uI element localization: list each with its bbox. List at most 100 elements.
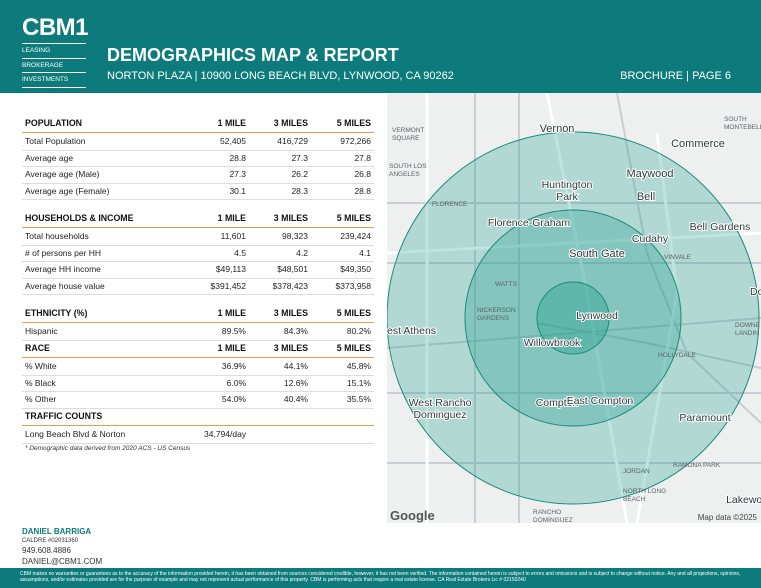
tagline-line: INVESTMENTS [22,73,86,88]
map-label: VINVALE [664,254,692,261]
row-value: 28.3 [291,185,308,196]
map-label: DOWNE [735,322,761,329]
row-rule [22,277,374,279]
map-label: Lakewood [726,494,761,506]
map-label: RANCHO [533,509,561,516]
row-value: $48,501 [277,264,308,275]
title: DEMOGRAPHICS MAP & REPORT [107,45,399,65]
header-rule [22,227,374,228]
row-value: 28.8 [229,152,246,163]
map-label: Compton [536,397,579,409]
row-value: 84.3% [283,326,308,336]
map-label: Lynwood [576,310,618,322]
row-label: % White [25,361,57,371]
agent-license: CALDRE #02031360 [22,538,79,544]
row-value: 28.8 [354,185,371,196]
map-label: SOUTH [724,116,747,123]
row-rule [22,182,374,184]
column-header: 3 MILES [273,213,308,223]
row-label: Average house value [25,280,105,291]
map-label: Dominguez [413,409,466,421]
row-label: Average age (Male) [25,169,100,180]
map-label: DOMINGUEZ [533,517,573,523]
map-label: Downey [750,286,761,298]
row-value: 4.1 [359,247,371,258]
row-label: Total households [25,231,89,241]
map-label: RAMONA PARK [673,462,721,469]
google-logo: Google [390,508,435,523]
column-header: 5 MILES [336,213,371,223]
row-value: 239,424 [340,231,371,241]
row-value: 27.8 [354,152,371,163]
agent-phone: 949.608.4886 [22,546,71,555]
section-title: ETHNICITY (%) [25,308,88,318]
agent-email: DANIEL@CBM1.COM [22,557,103,566]
map-label: Park [556,191,578,203]
map-label: Maywood [626,168,673,180]
row-rule [22,374,374,376]
row-label: # of persons per HH [25,247,102,258]
row-value: 27.3 [291,152,308,163]
column-header: 1 MILE [217,118,246,128]
column-header: 1 MILE [217,308,246,318]
section-title: POPULATION [25,118,83,128]
row-value: 54.0% [221,394,246,405]
radius-3-miles [464,209,682,427]
map: Vernon Commerce Huntington Park Maywood Bell F… [387,93,761,523]
map-label: Florence-Graham [488,217,571,229]
row-value: 98,323 [282,231,308,241]
row-label: Long Beach Blvd & Norton [25,429,126,439]
row-rule [22,442,374,444]
row-label: Hispanic [25,326,58,336]
row-value: 416,729 [277,136,308,146]
header-rule [22,357,374,358]
row-value: 52,405 [220,136,246,146]
map-label: East Compton [567,395,634,407]
row-value: 34,794/day [204,429,247,439]
map-label: NORTH LONG [623,488,666,495]
agent-name: DANIEL BARRIGA [22,527,92,536]
map-attribution: Map data ©2025 [698,513,758,522]
page-label: BROCHURE | PAGE 6 [620,70,731,82]
map-label: Vernon [540,123,575,135]
row-value: 4.2 [296,247,308,258]
column-header: 1 MILE [217,343,246,353]
column-header: 3 MILES [273,308,308,318]
map-label: South Gate [569,248,625,260]
row-value: 35.5% [346,394,371,405]
column-header: 3 MILES [273,118,308,128]
header-rule [22,322,374,323]
row-rule [22,339,374,341]
row-rule [22,261,374,263]
row-value: 80.2% [346,326,371,336]
map-label: Bell [637,191,655,203]
row-label: Average age [25,152,74,163]
section-title: RACE [25,343,50,353]
column-header: 5 MILES [336,343,371,353]
map-label: FLORENCE [432,201,468,208]
map-label: ANGELES [389,171,420,178]
radius-1-mile [536,281,610,355]
subtitle: NORTON PLAZA | 10900 LONG BEACH BLVD, LY… [107,70,454,82]
column-header: 5 MILES [336,308,371,318]
map-label: GARDENS [477,315,510,322]
row-rule [22,391,374,393]
map-label: Huntington [542,179,593,191]
row-label: % Black [25,377,56,388]
row-label: Average HH income [25,264,101,275]
row-value: 6.0% [226,377,246,388]
row-rule [22,294,374,296]
row-value: $391,452 [210,280,246,291]
row-label: Average age (Female) [25,185,110,196]
map-label: WATTS [495,281,518,288]
row-value: 972,266 [340,136,371,146]
map-label: LANDIN [735,330,759,337]
row-value: 89.5% [221,326,246,336]
tagline: LEASING BROKERAGE INVESTMENTS [22,44,86,88]
header-rule [22,132,374,133]
row-rule [22,199,374,201]
map-label: Bell Gardens [690,221,751,233]
row-value: $49,113 [215,264,246,275]
